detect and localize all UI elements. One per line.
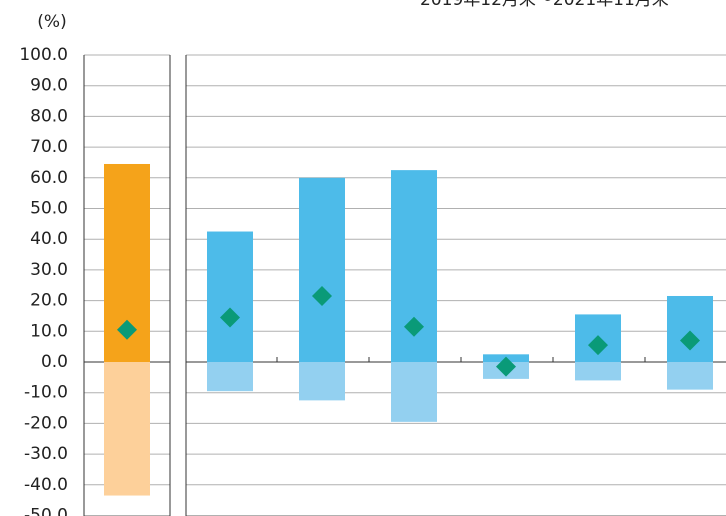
y-axis-label: (%) xyxy=(37,12,66,32)
y-tick-label: 30.0 xyxy=(30,260,68,280)
current-marker xyxy=(680,330,700,351)
max-bar xyxy=(667,295,713,362)
current-marker xyxy=(496,356,516,377)
y-tick-label: 70.0 xyxy=(30,137,68,157)
y-tick-label: 90.0 xyxy=(30,76,68,96)
y-tick-label: 100.0 xyxy=(19,45,68,65)
y-tick-label: -50.0 xyxy=(24,506,68,516)
chart-subtitle: 2019年12月末～2021年11月末 xyxy=(420,0,669,10)
y-tick-label: -40.0 xyxy=(24,475,68,495)
y-tick-label: 0.0 xyxy=(41,352,68,372)
current-marker xyxy=(220,307,240,328)
y-tick-label: 60.0 xyxy=(30,168,68,188)
min-bar xyxy=(104,362,150,496)
min-bar xyxy=(391,362,437,422)
min-bar xyxy=(575,362,621,381)
current-marker xyxy=(404,316,424,337)
y-tick-label: 40.0 xyxy=(30,229,68,249)
current-marker xyxy=(588,335,608,356)
y-tick-label: -30.0 xyxy=(24,444,68,464)
current-marker xyxy=(312,285,332,306)
y-tick-label: 80.0 xyxy=(30,106,68,126)
y-tick-label: 10.0 xyxy=(30,321,68,341)
y-tick-label: -20.0 xyxy=(24,413,68,433)
min-bar xyxy=(667,362,713,390)
min-bar xyxy=(207,362,253,392)
y-tick-label: 50.0 xyxy=(30,199,68,219)
y-tick-label: -10.0 xyxy=(24,383,68,403)
current-marker xyxy=(117,319,137,340)
max-bar xyxy=(299,177,345,362)
min-bar xyxy=(299,362,345,401)
max-bar xyxy=(207,231,253,362)
y-tick-label: 20.0 xyxy=(30,291,68,311)
